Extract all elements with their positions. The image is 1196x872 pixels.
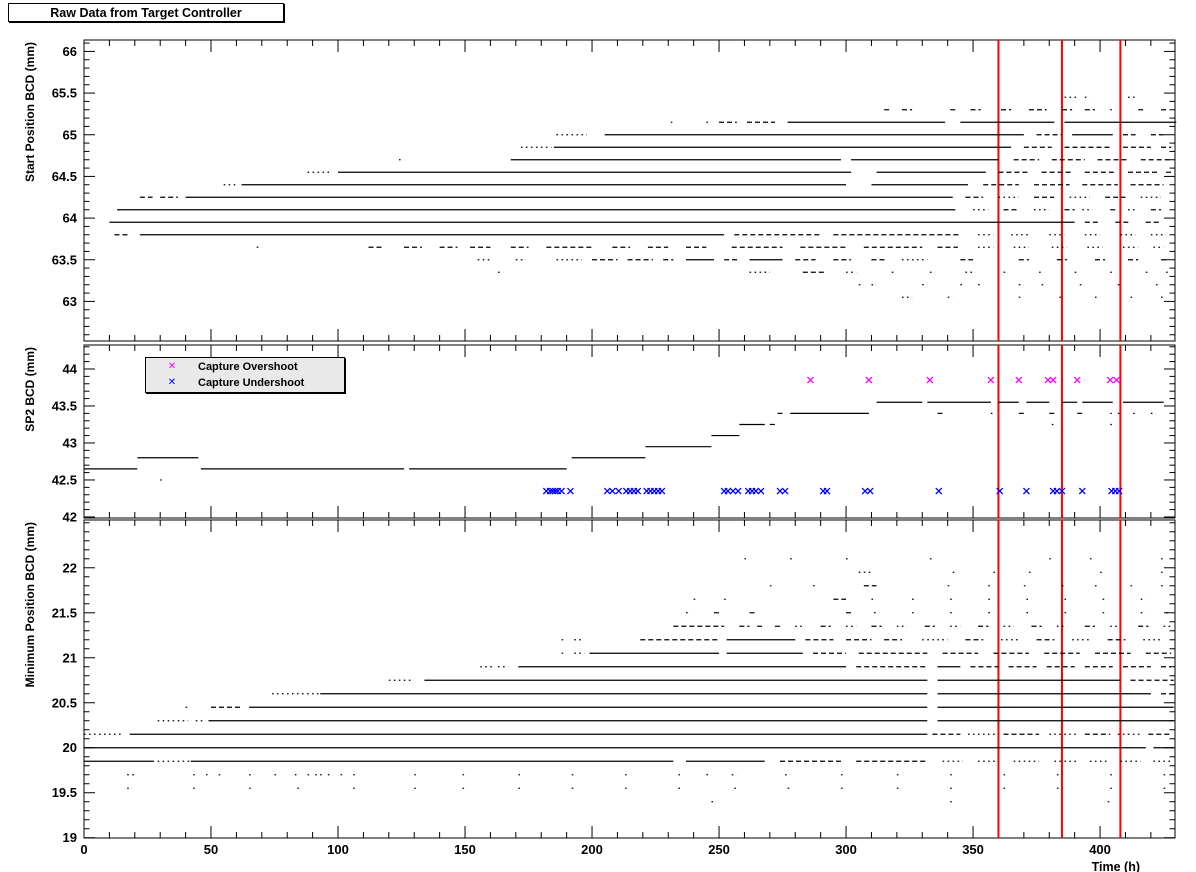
y-tick-label: 63.5 [52,252,77,267]
undershoot-marker [935,487,943,495]
undershoot-marker [729,487,737,495]
legend-label-overshoot: Capture Overshoot [198,360,298,373]
x-tick-label: 250 [708,842,730,857]
x-tick-label: 50 [204,842,218,857]
overshoot-marker [807,376,814,384]
y-tick-label: 64 [63,211,78,226]
undershoot-marker [823,487,831,495]
x-marker-icon: ✕ [167,360,177,372]
legend-item-undershoot: ✕ Capture Undershoot [146,376,344,391]
undershoot-marker [996,487,1004,495]
y-tick-label: 19.5 [52,785,77,800]
undershoot-marker [734,487,742,495]
undershoot-marker [608,487,616,495]
y-tick-label: 66 [63,44,77,59]
y-tick-label: 65 [63,127,77,142]
x-tick-label: 400 [1089,842,1111,857]
undershoot-marker [781,487,789,495]
y-tick-label: 20 [63,740,77,755]
undershoot-marker [1078,487,1086,495]
undershoot-marker [1115,487,1123,495]
x-tick-label: 300 [835,842,857,857]
y-tick-label: 22 [63,560,77,575]
overshoot-marker [1044,376,1052,384]
y-tick-label: 43 [63,435,77,450]
undershoot-marker [776,487,784,495]
undershoot-marker [757,487,765,495]
undershoot-marker [866,487,874,495]
overshoot-marker [1073,376,1081,384]
overshoot-marker [1106,376,1114,384]
undershoot-marker [1022,487,1030,495]
undershoot-marker [549,487,557,495]
panel-frame-minimum-position [83,519,1176,839]
y-tick-label: 44 [63,361,78,376]
y-tick-label: 20.5 [52,695,77,710]
y-axis-title-minimum-position: Minimum Position BCD (mm) [23,522,37,687]
y-tick-label: 65.5 [52,86,77,101]
y-axis-title-start-position: Start Position BCD (mm) [23,42,37,182]
undershoot-marker [566,487,574,495]
y-tick-label: 64.5 [52,169,77,184]
plot-title: Raw Data from Target Controller [50,5,242,20]
overshoot-marker [865,376,873,384]
panel-frame-start-position [83,39,1176,342]
y-tick-label: 43.5 [52,398,77,413]
legend-label-undershoot: Capture Undershoot [198,377,305,390]
plot-title-box: Raw Data from Target Controller [8,3,284,22]
x-axis-title: Time (h) [1092,860,1140,872]
legend-item-overshoot: ✕ Capture Overshoot [146,359,344,374]
undershoot-marker [558,487,566,495]
panel-frame-sp2 [83,344,1176,519]
y-axis-title-sp2: SP2 BCD (mm) [23,347,37,432]
y-tick-label: 42.5 [52,472,77,487]
undershoot-marker [1053,487,1061,495]
undershoot-marker [546,487,554,495]
y-tick-label: 21 [63,650,77,665]
undershoot-marker [752,487,760,495]
undershoot-marker [861,487,869,495]
x-marker-icon: ✕ [167,377,177,389]
legend-box: ✕ Capture Overshoot ✕ Capture Undershoot [145,357,345,393]
y-tick-label: 63 [63,294,77,309]
x-tick-label: 100 [327,842,349,857]
undershoot-marker [1058,487,1066,495]
undershoot-marker [634,487,642,495]
x-tick-label: 150 [454,842,476,857]
overshoot-marker [1113,376,1121,384]
undershoot-marker [615,487,623,495]
undershoot-marker [551,487,559,495]
overshoot-marker [926,376,934,384]
undershoot-marker [724,487,732,495]
y-tick-label: 21.5 [52,605,77,620]
undershoot-marker [658,487,666,495]
overshoot-marker [1049,376,1057,384]
x-tick-label: 350 [962,842,984,857]
x-tick-label: 200 [581,842,603,857]
x-tick-label: 0 [80,842,87,857]
undershoot-marker [603,487,611,495]
y-tick-label: 19 [63,830,77,845]
overshoot-marker [987,376,995,384]
overshoot-marker [1015,376,1023,384]
y-tick-label: 42 [63,509,77,524]
